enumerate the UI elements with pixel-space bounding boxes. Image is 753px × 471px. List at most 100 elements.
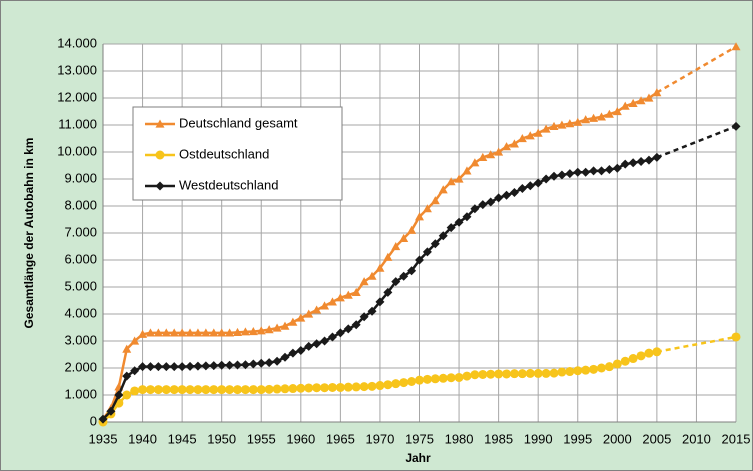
- marker: [288, 317, 298, 326]
- marker: [604, 165, 614, 175]
- marker: [430, 239, 440, 249]
- marker: [367, 271, 377, 280]
- x-tick-label: 1980: [445, 431, 474, 446]
- marker: [264, 358, 274, 368]
- marker: [604, 109, 614, 118]
- marker: [581, 167, 591, 177]
- marker: [383, 380, 393, 390]
- marker: [399, 233, 409, 242]
- marker: [438, 231, 448, 241]
- marker: [240, 385, 250, 395]
- marker: [533, 128, 543, 137]
- y-tick-label: 2.000: [64, 359, 97, 374]
- marker: [209, 361, 219, 371]
- marker: [644, 155, 654, 165]
- marker: [130, 336, 140, 345]
- marker: [565, 367, 575, 377]
- x-tick-label: 1950: [207, 431, 236, 446]
- marker: [399, 271, 409, 281]
- y-axis-label: Gesamtlänge der Autobahn in km: [22, 138, 36, 329]
- marker: [502, 190, 512, 200]
- marker: [161, 385, 171, 395]
- x-tick-label: 2015: [722, 431, 751, 446]
- series-line: [656, 45, 737, 94]
- marker: [596, 112, 606, 121]
- x-tick-label: 1940: [128, 431, 157, 446]
- marker: [470, 370, 480, 380]
- y-tick-label: 13.000: [57, 62, 97, 77]
- marker: [557, 170, 567, 180]
- marker: [731, 332, 741, 342]
- marker: [573, 167, 583, 177]
- marker: [201, 385, 211, 395]
- marker: [454, 174, 464, 183]
- marker: [343, 324, 353, 334]
- marker: [296, 383, 306, 393]
- marker: [122, 371, 132, 381]
- marker: [145, 362, 155, 372]
- marker: [407, 377, 417, 386]
- marker: [422, 247, 432, 257]
- marker: [470, 204, 480, 214]
- marker: [240, 327, 250, 336]
- marker: [130, 366, 140, 376]
- marker: [470, 158, 480, 167]
- marker: [209, 328, 219, 337]
- marker: [272, 356, 282, 366]
- marker: [407, 225, 417, 234]
- marker: [478, 200, 488, 210]
- x-tick-label: 1960: [286, 431, 315, 446]
- marker: [304, 341, 314, 351]
- marker: [312, 339, 322, 349]
- marker: [415, 375, 424, 385]
- legend-label: Westdeutschland: [179, 177, 279, 192]
- marker: [383, 252, 393, 261]
- marker: [525, 368, 535, 378]
- marker: [138, 362, 148, 372]
- marker: [462, 166, 472, 175]
- marker: [320, 383, 330, 393]
- marker: [517, 183, 527, 193]
- marker: [486, 197, 496, 207]
- x-axis-label: Jahr: [405, 451, 431, 465]
- marker: [288, 384, 298, 394]
- marker: [541, 368, 551, 378]
- marker: [446, 177, 456, 186]
- marker: [169, 328, 179, 337]
- marker: [217, 385, 227, 395]
- legend-label: Deutschland gesamt: [179, 115, 298, 130]
- marker: [351, 382, 361, 392]
- marker: [620, 101, 630, 110]
- x-tick-label: 1995: [563, 431, 592, 446]
- marker: [201, 328, 211, 337]
- marker: [375, 381, 385, 391]
- marker: [280, 352, 290, 362]
- y-tick-label: 7.000: [64, 224, 97, 239]
- marker: [462, 212, 472, 222]
- x-tick-label: 2000: [603, 431, 632, 446]
- marker: [217, 328, 227, 337]
- marker: [636, 351, 646, 361]
- marker: [541, 124, 551, 133]
- marker: [359, 312, 369, 322]
- marker: [335, 328, 345, 338]
- marker: [335, 382, 345, 392]
- marker: [335, 293, 345, 302]
- marker: [525, 131, 535, 140]
- marker: [312, 383, 322, 393]
- marker: [502, 369, 512, 379]
- marker: [320, 336, 330, 346]
- marker: [589, 166, 599, 176]
- marker: [233, 360, 243, 370]
- marker: [288, 348, 298, 358]
- marker: [177, 362, 187, 372]
- marker: [462, 371, 472, 381]
- x-tick-label: 1935: [89, 431, 118, 446]
- marker: [415, 212, 424, 221]
- marker: [494, 147, 504, 156]
- marker: [628, 98, 638, 107]
- marker: [612, 163, 622, 173]
- marker: [391, 277, 401, 287]
- series-line: [656, 335, 737, 354]
- marker: [486, 150, 496, 159]
